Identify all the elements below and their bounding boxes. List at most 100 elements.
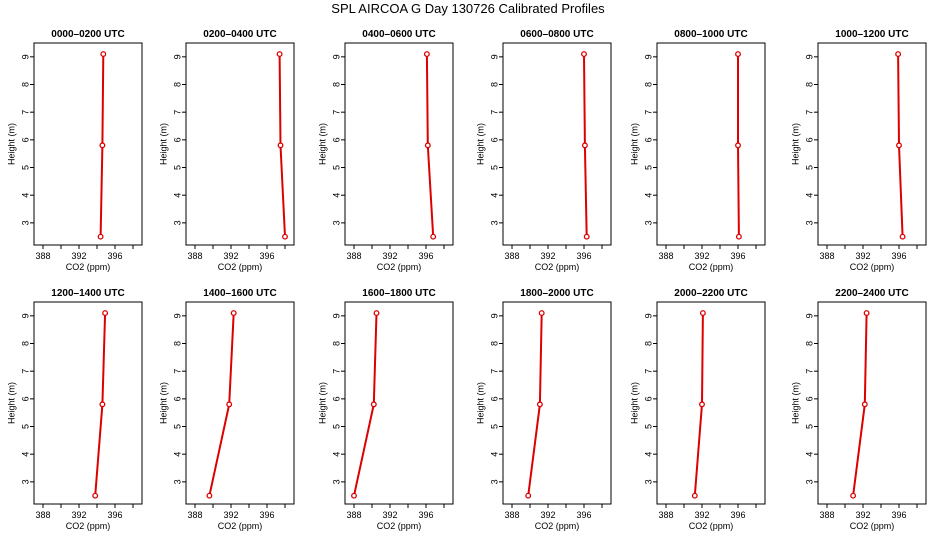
x-tick-label: 396	[576, 251, 591, 261]
y-tick-label: 3	[643, 479, 653, 484]
y-tick-label: 4	[331, 193, 341, 198]
data-point	[899, 233, 906, 240]
y-tick-label: 4	[172, 452, 182, 457]
panel-title: 2000–2200 UTC	[674, 288, 747, 299]
y-axis-label: Height (m)	[475, 123, 485, 165]
y-tick-label: 3	[489, 479, 499, 484]
panel-frame	[817, 301, 927, 505]
panel-title: 0800–1000 UTC	[674, 29, 747, 40]
x-tick-label: 392	[223, 251, 238, 261]
x-tick-label: 388	[187, 251, 202, 261]
y-tick-label: 3	[331, 220, 341, 225]
y-axis-label: Height (m)	[158, 382, 168, 424]
x-tick-label: 392	[540, 251, 555, 261]
x-tick-label: 392	[71, 510, 86, 520]
y-tick-label: 7	[172, 110, 182, 115]
y-tick-label: 8	[20, 341, 30, 346]
data-point	[373, 310, 380, 317]
data-point	[863, 310, 870, 317]
panel-title: 0400–0600 UTC	[362, 29, 435, 40]
y-axis-label: Height (m)	[6, 123, 16, 165]
y-tick-label: 8	[804, 82, 814, 87]
data-point	[276, 51, 283, 58]
y-tick-label: 4	[643, 193, 653, 198]
data-point	[351, 492, 357, 499]
panel-title: 1600–1800 UTC	[362, 288, 435, 299]
x-tick-label: 396	[576, 510, 591, 520]
y-tick-label: 8	[331, 341, 341, 346]
y-tick-label: 6	[489, 137, 499, 142]
y-tick-label: 5	[804, 424, 814, 429]
y-tick-label: 8	[172, 341, 182, 346]
x-tick-label: 388	[35, 510, 50, 520]
data-point	[895, 51, 902, 58]
y-tick-label: 4	[489, 452, 499, 457]
y-tick-label: 9	[643, 54, 653, 59]
x-tick-label: 392	[71, 251, 86, 261]
x-tick-label: 388	[504, 510, 519, 520]
y-tick-label: 5	[20, 165, 30, 170]
x-axis-label: CO2 (ppm)	[535, 262, 580, 272]
x-tick-label: 392	[223, 510, 238, 520]
y-tick-label: 4	[643, 452, 653, 457]
y-axis-label: Height (m)	[629, 382, 639, 424]
y-axis-label: Height (m)	[6, 382, 16, 424]
x-tick-label: 388	[35, 251, 50, 261]
y-tick-label: 6	[643, 137, 653, 142]
x-axis-label: CO2 (ppm)	[218, 262, 263, 272]
panel-title: 2200–2400 UTC	[835, 288, 908, 299]
y-tick-label: 9	[20, 313, 30, 318]
x-axis-label: CO2 (ppm)	[850, 262, 895, 272]
x-tick-label: 388	[819, 510, 834, 520]
y-tick-label: 8	[643, 341, 653, 346]
data-point	[691, 492, 698, 499]
data-point	[97, 233, 104, 240]
x-axis-label: CO2 (ppm)	[66, 521, 111, 531]
y-tick-label: 6	[489, 396, 499, 401]
data-point	[100, 51, 107, 58]
y-tick-label: 4	[804, 452, 814, 457]
panel-frame	[344, 42, 454, 246]
y-tick-label: 9	[20, 54, 30, 59]
y-tick-label: 5	[20, 424, 30, 429]
y-axis-label: Height (m)	[790, 382, 800, 424]
panel-frame	[185, 42, 295, 246]
panel-frame	[656, 301, 766, 505]
y-tick-label: 6	[20, 137, 30, 142]
y-axis-label: Height (m)	[790, 123, 800, 165]
x-axis-label: CO2 (ppm)	[689, 262, 734, 272]
data-point	[282, 233, 288, 240]
y-tick-label: 7	[172, 369, 182, 374]
data-point	[226, 401, 233, 408]
x-tick-label: 392	[694, 510, 709, 520]
x-tick-label: 388	[819, 251, 834, 261]
x-axis-label: CO2 (ppm)	[850, 521, 895, 531]
data-point	[424, 142, 431, 149]
x-tick-label: 392	[382, 251, 397, 261]
x-tick-label: 396	[730, 510, 745, 520]
y-tick-label: 6	[331, 137, 341, 142]
panel-frame	[344, 301, 454, 505]
y-tick-label: 4	[331, 452, 341, 457]
x-tick-label: 396	[418, 510, 433, 520]
y-tick-label: 3	[643, 220, 653, 225]
panel-title: 0600–0800 UTC	[520, 29, 593, 40]
y-tick-label: 5	[643, 424, 653, 429]
y-tick-label: 5	[804, 165, 814, 170]
x-tick-label: 396	[107, 251, 122, 261]
y-tick-label: 3	[804, 220, 814, 225]
y-tick-label: 5	[331, 424, 341, 429]
data-point	[699, 310, 706, 317]
y-tick-label: 8	[804, 341, 814, 346]
x-tick-label: 396	[418, 251, 433, 261]
y-tick-label: 5	[489, 424, 499, 429]
y-tick-label: 8	[172, 82, 182, 87]
data-point	[850, 492, 857, 499]
y-tick-label: 9	[804, 54, 814, 59]
